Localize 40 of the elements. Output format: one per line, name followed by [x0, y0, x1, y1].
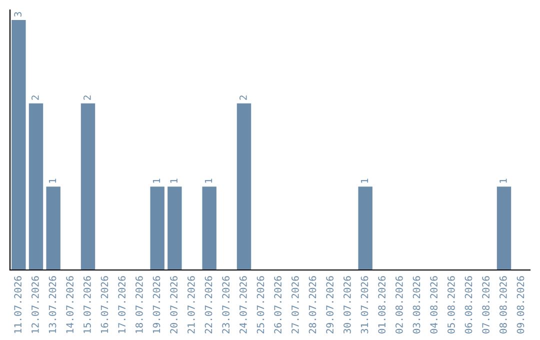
x-tick-label: 15.07.2026 [83, 276, 91, 333]
data-label: 1 [152, 178, 160, 183]
data-label: 2 [83, 96, 91, 100]
x-tick-label: 21.07.2026 [187, 276, 195, 334]
x-tick-label: 29.07.2026 [326, 276, 334, 334]
x-tick-label: 03.08.2026 [412, 276, 420, 334]
x-tick-label: 31.07.2026 [360, 276, 368, 334]
data-label: 1 [204, 178, 212, 183]
x-tick-label: 14.07.2026 [66, 276, 74, 333]
x-tick-label: 09.08.2026 [516, 276, 524, 334]
x-tick-label: 02.08.2026 [395, 276, 403, 334]
data-label: 2 [31, 96, 39, 100]
x-tick-label: 01.08.2026 [378, 276, 386, 334]
x-tick-label: 20.07.2026 [170, 276, 178, 334]
x-tick-label: 06.08.2026 [464, 276, 472, 334]
x-tick-label: 18.07.2026 [135, 276, 143, 333]
x-tick-label: 23.07.2026 [222, 276, 230, 334]
x-tick-label: 11.07.2026 [14, 276, 22, 333]
data-label: 3 [14, 12, 22, 17]
data-label: 1 [48, 178, 56, 183]
x-tick-label: 22.07.2026 [204, 276, 212, 334]
x-tick-label: 28.07.2026 [308, 276, 316, 334]
x-tick-label: 07.08.2026 [482, 276, 490, 334]
x-tick-label: 04.08.2026 [430, 276, 438, 334]
data-label: 1 [500, 178, 507, 183]
x-tick-label: 26.07.2026 [274, 276, 282, 334]
data-label: 2 [239, 96, 247, 100]
data-label: 1 [170, 178, 178, 183]
x-tick-label: 05.08.2026 [447, 276, 455, 334]
x-tick-label: 19.07.2026 [152, 276, 160, 333]
x-tick-label: 17.07.2026 [118, 276, 126, 333]
x-tick-label: 12.07.2026 [31, 276, 39, 333]
x-tick-label: 27.07.2026 [291, 276, 299, 334]
x-tick-label: 30.07.2026 [343, 276, 351, 334]
x-tick-label: 08.08.2026 [499, 276, 507, 334]
x-tick-label: 24.07.2026 [239, 276, 247, 334]
x-tick-label: 16.07.2026 [100, 276, 108, 333]
x-tick-label: 13.07.2026 [48, 276, 56, 333]
x-tick-label: 25.07.2026 [256, 276, 264, 334]
data-label: 1 [360, 178, 368, 183]
